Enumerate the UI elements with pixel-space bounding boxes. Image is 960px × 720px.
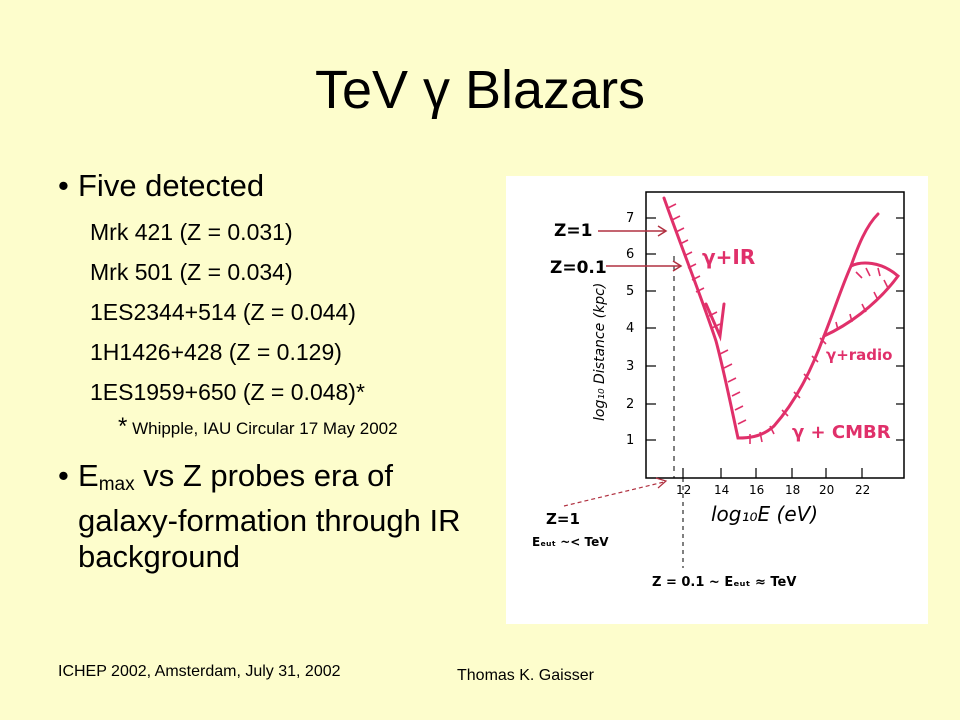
footnote-star: * <box>118 413 128 440</box>
footnote: * Whipple, IAU Circular 17 May 2002 <box>118 413 458 440</box>
bottom-arrow <box>563 481 665 507</box>
x-tick-label: 14 <box>714 483 729 497</box>
bullet-emax: • Emax vs Z probes era of galaxy-formati… <box>58 458 490 575</box>
y-tick-label: 7 <box>626 211 634 226</box>
label-gamma-ir: γ+IR <box>702 245 755 269</box>
x-axis-label: log₁₀E (eV) <box>711 502 818 526</box>
y-axis-ticks <box>646 217 656 441</box>
curve-hatching <box>667 203 889 444</box>
source-item: 1ES2344+514 (Z = 0.044) <box>90 299 356 325</box>
source-item: 1ES1959+650 (Z = 0.048)* <box>90 379 365 405</box>
note-z1: Z=1 <box>546 510 580 528</box>
note-z01: Z = 0.1 ~ Eₑᵤₜ ≈ TeV <box>652 575 796 590</box>
source-list: Mrk 421 (Z = 0.031) Mrk 501 (Z = 0.034) … <box>60 212 490 412</box>
source-item: Mrk 421 (Z = 0.031) <box>90 219 293 245</box>
bullet-dot: • <box>58 168 69 203</box>
footnote-text: Whipple, IAU Circular 17 May 2002 <box>132 419 398 438</box>
x-tick-label: 18 <box>785 483 800 497</box>
z1-label: Z=1 <box>554 221 592 241</box>
bottom-arrow-head <box>655 477 668 489</box>
bullet-text: Five detected <box>78 168 265 203</box>
plot-svg: 1 2 3 4 5 6 7 12 14 16 18 20 22 log₁₀E (… <box>532 191 905 590</box>
note-z1-ecut: Eₑᵤₜ ~< TeV <box>532 535 609 549</box>
x-tick-label: 22 <box>855 483 870 497</box>
hand-drawn-plot: 1 2 3 4 5 6 7 12 14 16 18 20 22 log₁₀E (… <box>506 176 928 624</box>
y-axis-label: log₁₀ Distance (kpc) <box>592 283 608 421</box>
bullet-five-detected: • Five detected <box>58 168 490 204</box>
bullet-list: • Five detected Mrk 421 (Z = 0.031) Mrk … <box>58 168 490 575</box>
right-ticks <box>896 217 904 441</box>
x-axis-ticks <box>682 468 863 478</box>
z-arrows <box>598 225 683 272</box>
footer-conference: ICHEP 2002, Amsterdam, July 31, 2002 <box>58 663 341 680</box>
z01-label: Z=0.1 <box>550 258 607 278</box>
x-tick-label: 16 <box>749 483 764 497</box>
plot-frame <box>645 191 905 479</box>
curve-main <box>662 196 901 440</box>
footer-author: Thomas K. Gaisser <box>457 667 594 684</box>
bullet2-sub: max <box>98 474 135 495</box>
label-gamma-cmbr: γ + CMBR <box>792 422 891 443</box>
y-tick-label: 4 <box>626 321 634 336</box>
x-tick-label: 12 <box>676 483 691 497</box>
y-tick-label: 1 <box>626 433 634 448</box>
bullet2-pre: E <box>78 458 99 493</box>
source-item: Mrk 501 (Z = 0.034) <box>90 259 293 285</box>
y-tick-label: 6 <box>626 247 634 262</box>
y-tick-label: 3 <box>626 359 634 374</box>
slide-title: TeV γ Blazars <box>314 60 646 120</box>
label-gamma-radio: γ+radio <box>826 346 893 364</box>
source-item: 1H1426+428 (Z = 0.129) <box>90 339 342 365</box>
y-tick-label: 2 <box>626 397 634 412</box>
bullet2-post: vs Z probes era of galaxy-formation thro… <box>78 458 461 574</box>
y-tick-label: 5 <box>626 284 634 299</box>
bullet-dot: • <box>58 458 69 493</box>
x-tick-labels: 12 14 16 18 20 22 <box>676 483 870 497</box>
y-tick-labels: 1 2 3 4 5 6 7 <box>626 211 634 448</box>
x-tick-label: 20 <box>819 483 834 497</box>
